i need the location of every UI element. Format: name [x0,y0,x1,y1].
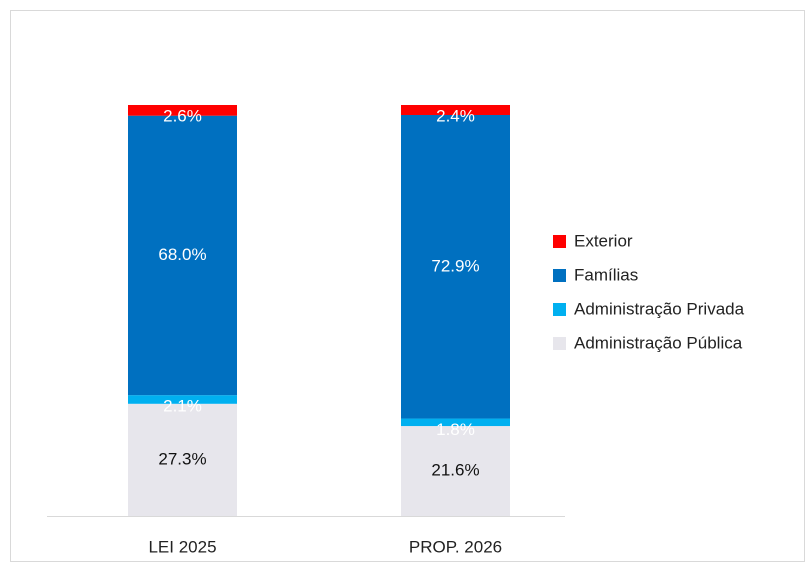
legend-label: Administração Pública [574,333,743,352]
legend-label: Administração Privada [574,299,745,318]
legend-label: Famílias [574,265,638,284]
bar-segment [128,403,237,516]
bar-segment [401,426,510,516]
data-label: 2.4% [436,106,475,125]
legend-label: Exterior [574,231,633,250]
x-tick-label: LEI 2025 [148,537,216,556]
bar-segment [401,418,510,427]
data-label: 21.6% [431,461,479,480]
data-label: 2.6% [163,106,202,125]
x-tick-label: PROP. 2026 [409,537,502,556]
bar-segment [401,114,510,419]
legend-swatch [553,235,566,248]
data-label: 68.0% [158,245,206,264]
data-label: 1.8% [436,420,475,439]
data-label: 2.1% [163,397,202,416]
bar-segment [128,395,237,404]
bar-segment [401,105,510,115]
data-label: 27.3% [158,449,206,468]
bar-segment [128,105,237,116]
bar-segment [128,115,237,396]
legend-swatch [553,269,566,282]
legend-swatch [553,303,566,316]
data-label: 72.9% [431,256,479,275]
legend-swatch [553,337,566,350]
